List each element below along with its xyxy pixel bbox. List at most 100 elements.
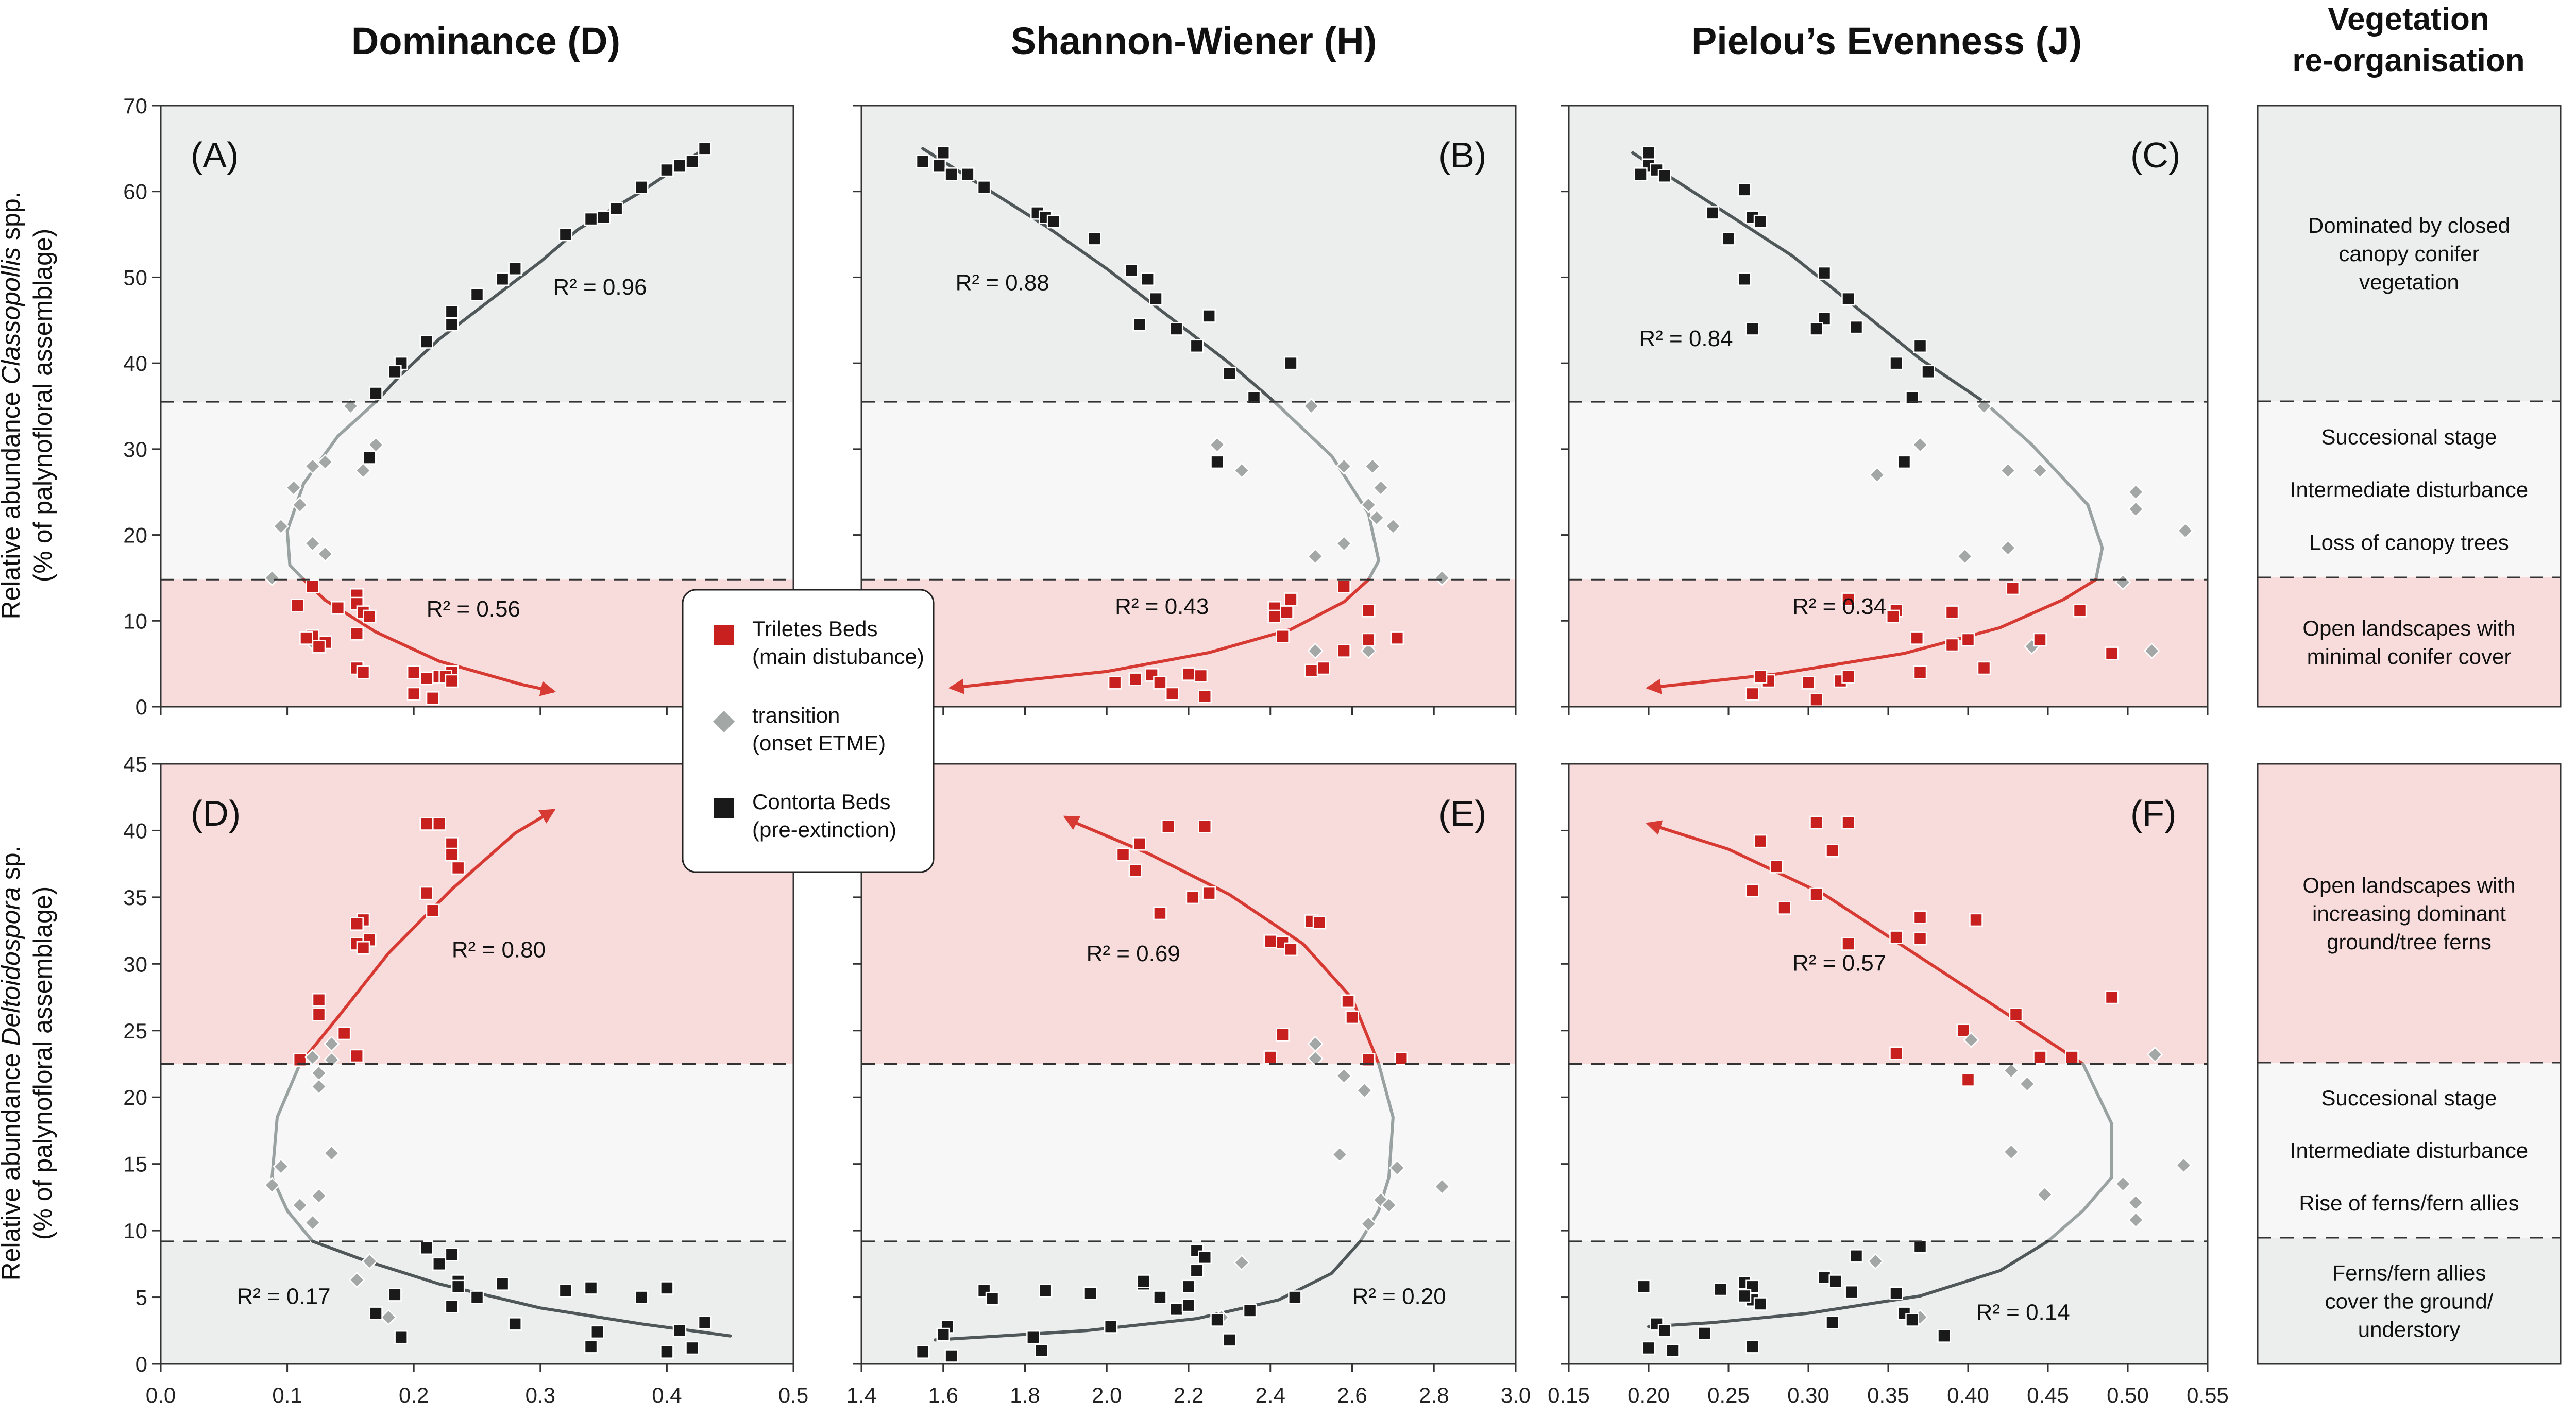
data-point <box>331 601 345 615</box>
interp-top <box>2257 105 2562 708</box>
x-tick-label: 2.4 <box>1256 1383 1285 1407</box>
data-point <box>419 335 434 349</box>
data-point <box>1181 1298 1196 1312</box>
data-point <box>1263 934 1277 948</box>
series-contorta-beds <box>916 146 1298 469</box>
interpretation-column: Dominated by closed canopy conifer vegetat… <box>2257 105 2562 1365</box>
x-tick-label: 2.6 <box>1337 1383 1367 1407</box>
top-ylabel-line2: (% of palynofloral assemblage) <box>28 229 57 582</box>
interp-open-text: Open landscapes with <box>2302 616 2515 640</box>
top-ylabel-italic: Classopollis <box>0 247 25 385</box>
data-point <box>985 1291 999 1306</box>
data-point <box>1128 672 1143 686</box>
fit-curve-2 <box>1982 400 2104 582</box>
data-point <box>2146 1046 2163 1063</box>
series-transition <box>1867 1031 2192 1326</box>
data-point <box>1869 466 1886 483</box>
data-point <box>1434 1178 1451 1195</box>
interp-closed-text: Dominated by closed <box>2308 213 2510 237</box>
data-point <box>1341 994 1355 1009</box>
data-point <box>1104 1320 1118 1334</box>
interp-frame <box>2257 763 2562 1365</box>
data-point <box>1769 860 1784 874</box>
data-point <box>1657 169 1672 183</box>
data-point <box>1737 272 1752 286</box>
data-point <box>1737 1289 1752 1303</box>
data-point <box>432 1257 446 1271</box>
y-tick-label: 45 <box>123 752 147 776</box>
panel-frame <box>160 763 794 1365</box>
data-point <box>451 1279 465 1294</box>
data-point <box>273 1158 290 1175</box>
data-point <box>1721 232 1736 246</box>
fit-curve-1 <box>298 809 556 1066</box>
interp-bottom <box>2257 763 2562 1365</box>
interp-transition-text: Succesional stage <box>2321 424 2497 449</box>
data-point <box>2019 1075 2036 1092</box>
y-tick-label: 30 <box>123 952 147 976</box>
bottom-ylabel-italic: Deltoidospora <box>0 887 25 1046</box>
x-tick-label: 0.15 <box>1548 1383 1590 1407</box>
legend-label: Contorta Beds <box>752 790 891 814</box>
x-tick-label: 0.4 <box>652 1383 682 1407</box>
data-point <box>1666 1343 1680 1358</box>
data-point <box>1961 1073 1975 1087</box>
data-point <box>312 993 326 1007</box>
band-middle <box>1569 1064 2208 1241</box>
data-point <box>445 304 459 319</box>
series-transition <box>1209 398 1451 659</box>
band-middle <box>1569 402 2208 580</box>
data-point <box>1194 669 1208 683</box>
data-point <box>1185 890 1200 904</box>
y-tick-label: 70 <box>123 94 147 118</box>
interp-frame <box>2257 105 2562 708</box>
data-point <box>317 545 334 562</box>
data-point <box>1026 1330 1040 1344</box>
data-point <box>1132 317 1146 332</box>
data-point <box>1841 815 1855 830</box>
data-point <box>698 142 712 156</box>
legend: Triletes Beds (main distubance) transition… <box>682 589 935 873</box>
data-point <box>1153 676 1167 690</box>
r-squared-label: R² = 0.96 <box>553 275 647 300</box>
data-point <box>2033 1050 2047 1064</box>
data-point <box>2127 484 2144 501</box>
data-point <box>672 159 687 173</box>
legend-box <box>682 589 935 873</box>
data-point <box>1202 309 1216 323</box>
data-point <box>1165 687 1179 701</box>
data-point <box>1153 906 1167 920</box>
data-point <box>698 1316 712 1329</box>
r-squared-label: R² = 0.84 <box>1639 326 1733 351</box>
data-point <box>685 155 699 168</box>
data-point <box>1956 1023 1970 1038</box>
data-point <box>2003 1062 2020 1079</box>
data-point <box>1809 887 1823 901</box>
data-point <box>2009 1008 2023 1021</box>
data-point <box>1169 322 1183 336</box>
band-upper <box>1569 106 2208 402</box>
data-point <box>1181 667 1196 681</box>
data-point <box>350 627 364 641</box>
data-point <box>916 1345 930 1359</box>
data-point <box>1849 1249 1863 1263</box>
data-point <box>508 262 522 276</box>
interp-band-lower <box>2258 577 2561 707</box>
data-point <box>1312 915 1327 930</box>
data-point <box>1161 820 1175 833</box>
data-point <box>1889 356 1903 370</box>
data-point <box>495 1277 510 1291</box>
data-point <box>1705 206 1720 220</box>
data-point <box>1745 687 1759 701</box>
data-point <box>1889 930 1903 944</box>
y-tick-label: 15 <box>123 1152 147 1176</box>
data-point <box>635 1290 649 1304</box>
series-transition <box>1213 1035 1451 1326</box>
data-point <box>1641 146 1656 160</box>
data-point <box>1753 214 1768 229</box>
x-tick-label: 1.8 <box>1010 1383 1040 1407</box>
x-tick-label: 0.45 <box>2027 1383 2069 1407</box>
data-point <box>2127 1194 2144 1211</box>
series-triletes-beds <box>1745 815 2119 1087</box>
